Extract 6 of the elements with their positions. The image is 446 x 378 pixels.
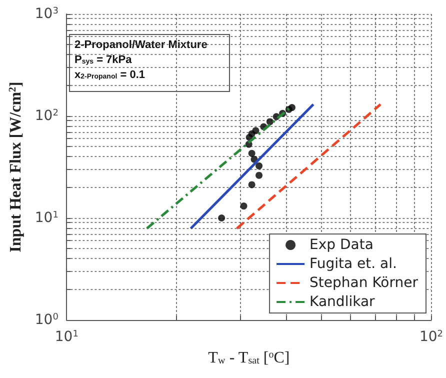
annotation: 2-Propanol/Water Mixture (74, 39, 208, 51)
legend-label: Fugita et. al. (310, 256, 397, 272)
legend-label: Kandlikar (310, 294, 376, 310)
legend-label: Exp Data (310, 237, 374, 253)
y-axis-title: Input Heat Flux [W/cm2] (8, 82, 24, 252)
legend-label: Stephan Körner (310, 275, 418, 291)
